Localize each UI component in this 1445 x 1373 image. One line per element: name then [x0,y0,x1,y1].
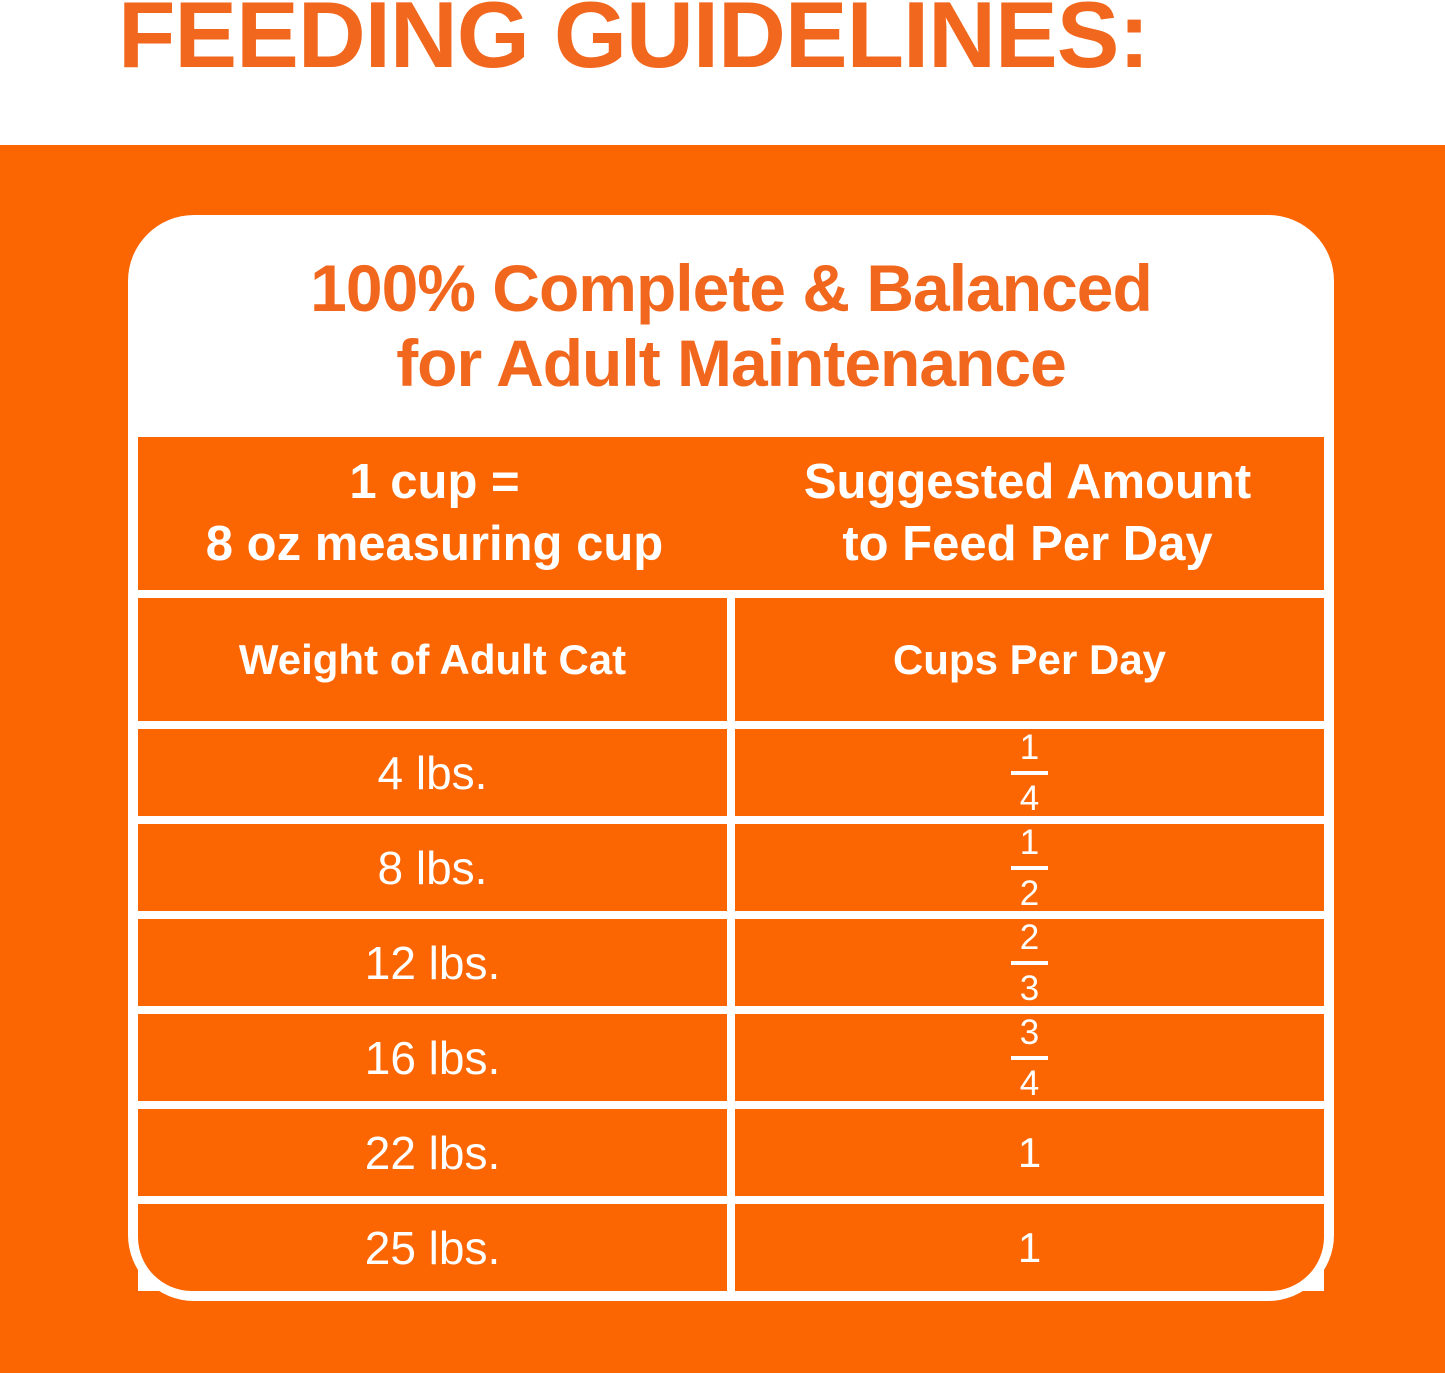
cups-cell: 1 2 [735,824,1324,911]
card-title-line-1: 100% Complete & Balanced [310,251,1153,326]
fraction-value: 1 4 [1010,729,1049,818]
cup-definition-line-2: 8 oz measuring cup [205,516,664,571]
fraction-denominator: 2 [1019,874,1040,913]
fraction-value: 1 2 [1010,824,1049,913]
cups-whole-value: 1 [1017,1128,1042,1176]
cups-cell: 1 [735,1109,1324,1196]
weight-cell: 12 lbs. [138,919,727,1006]
weight-cell: 8 lbs. [138,824,727,911]
fraction-value: 3 4 [1010,1014,1049,1103]
weight-cell: 22 lbs. [138,1109,727,1196]
fraction-denominator: 4 [1019,779,1040,818]
fraction-numerator: 1 [1010,729,1049,775]
orange-background: 100% Complete & Balanced for Adult Maint… [0,145,1445,1373]
cup-definition-cell: 1 cup = 8 oz measuring cup [138,452,731,575]
column-header-weight: Weight of Adult Cat [138,598,727,721]
fraction-value: 2 3 [1010,919,1049,1008]
cups-cell: 1 [735,1204,1324,1291]
fraction-numerator: 3 [1010,1014,1049,1060]
card-title: 100% Complete & Balanced for Adult Maint… [138,215,1324,437]
fraction-numerator: 2 [1010,919,1049,965]
cup-definition-line-1: 1 cup = [349,455,520,510]
suggested-amount-line-1: Suggested Amount [803,455,1252,510]
cups-cell: 2 3 [735,919,1324,1006]
page-header: FEEDING GUIDELINES: [0,0,1445,145]
card-title-line-2: for Adult Maintenance [396,326,1067,400]
weight-cell: 25 lbs. [138,1204,727,1291]
fraction-denominator: 3 [1019,969,1040,1008]
page-title: FEEDING GUIDELINES: [118,0,1150,87]
suggested-amount-cell: Suggested Amount to Feed Per Day [731,452,1324,575]
cups-whole-value: 1 [1017,1223,1042,1271]
cups-cell: 3 4 [735,1014,1324,1101]
weight-cell: 16 lbs. [138,1014,727,1101]
cups-cell: 1 4 [735,729,1324,816]
suggested-amount-line-2: to Feed Per Day [842,516,1213,571]
fraction-numerator: 1 [1010,824,1049,870]
weight-cell: 4 lbs. [138,729,727,816]
fraction-denominator: 4 [1019,1064,1040,1103]
guidelines-card: 100% Complete & Balanced for Adult Maint… [128,215,1334,1301]
feeding-table: 1 cup = 8 oz measuring cup Suggested Amo… [138,437,1324,1291]
column-header-cups: Cups Per Day [735,598,1324,721]
table-header-band: 1 cup = 8 oz measuring cup Suggested Amo… [138,437,1324,590]
